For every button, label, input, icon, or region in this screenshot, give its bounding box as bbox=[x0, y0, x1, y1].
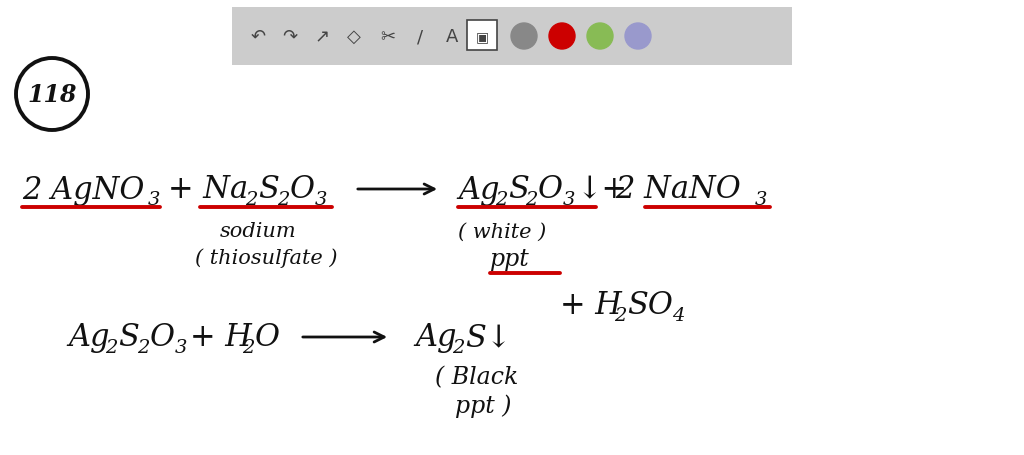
Text: 2: 2 bbox=[495, 191, 507, 208]
Text: Ag: Ag bbox=[68, 322, 110, 353]
Text: 2: 2 bbox=[137, 338, 150, 356]
Text: 2: 2 bbox=[525, 191, 538, 208]
Text: 2: 2 bbox=[245, 191, 257, 208]
Text: ▣: ▣ bbox=[475, 30, 488, 44]
Circle shape bbox=[625, 24, 651, 50]
Text: ( thiosulfate ): ( thiosulfate ) bbox=[195, 248, 338, 267]
Text: ✂: ✂ bbox=[381, 28, 395, 46]
Text: O: O bbox=[290, 174, 315, 205]
Text: 3: 3 bbox=[175, 338, 187, 356]
Text: 3: 3 bbox=[148, 191, 161, 208]
Text: O: O bbox=[255, 322, 280, 353]
Text: 118: 118 bbox=[28, 83, 77, 107]
Text: ↗: ↗ bbox=[314, 28, 330, 46]
Text: 2 AgNO: 2 AgNO bbox=[22, 174, 144, 205]
Text: SO: SO bbox=[627, 290, 673, 321]
Text: 2: 2 bbox=[614, 306, 627, 324]
Circle shape bbox=[16, 59, 88, 131]
Text: 4: 4 bbox=[672, 306, 684, 324]
Text: 2: 2 bbox=[105, 338, 118, 356]
Text: ↷: ↷ bbox=[283, 28, 298, 46]
Text: O: O bbox=[150, 322, 175, 353]
Circle shape bbox=[587, 24, 613, 50]
Text: 2 NaNO: 2 NaNO bbox=[615, 174, 740, 205]
Text: ↓+: ↓+ bbox=[575, 174, 627, 205]
Text: A: A bbox=[445, 28, 458, 46]
Text: Ag: Ag bbox=[415, 322, 457, 353]
Text: S↓: S↓ bbox=[465, 322, 511, 353]
Text: 2: 2 bbox=[278, 191, 290, 208]
Text: 3: 3 bbox=[755, 191, 767, 208]
Text: ppt ): ppt ) bbox=[455, 394, 512, 417]
Text: Ag: Ag bbox=[458, 174, 500, 205]
Text: ◇: ◇ bbox=[347, 28, 360, 46]
Text: /: / bbox=[417, 28, 423, 46]
Text: ↶: ↶ bbox=[251, 28, 265, 46]
Text: sodium: sodium bbox=[220, 222, 297, 241]
Text: + H: + H bbox=[190, 322, 252, 353]
Text: + Na: + Na bbox=[168, 174, 248, 205]
Circle shape bbox=[511, 24, 537, 50]
Text: 3: 3 bbox=[315, 191, 328, 208]
Text: ( white ): ( white ) bbox=[458, 222, 546, 241]
Text: O: O bbox=[538, 174, 563, 205]
Text: ppt: ppt bbox=[490, 248, 529, 271]
Text: 3: 3 bbox=[563, 191, 575, 208]
FancyBboxPatch shape bbox=[467, 21, 497, 51]
Bar bbox=[232, 8, 792, 66]
Circle shape bbox=[549, 24, 575, 50]
Text: S: S bbox=[118, 322, 139, 353]
Text: 2: 2 bbox=[242, 338, 254, 356]
Text: S: S bbox=[508, 174, 528, 205]
Text: 2: 2 bbox=[452, 338, 464, 356]
Text: + H: + H bbox=[560, 290, 622, 321]
Text: S: S bbox=[258, 174, 279, 205]
Text: ( Black: ( Black bbox=[435, 366, 518, 389]
